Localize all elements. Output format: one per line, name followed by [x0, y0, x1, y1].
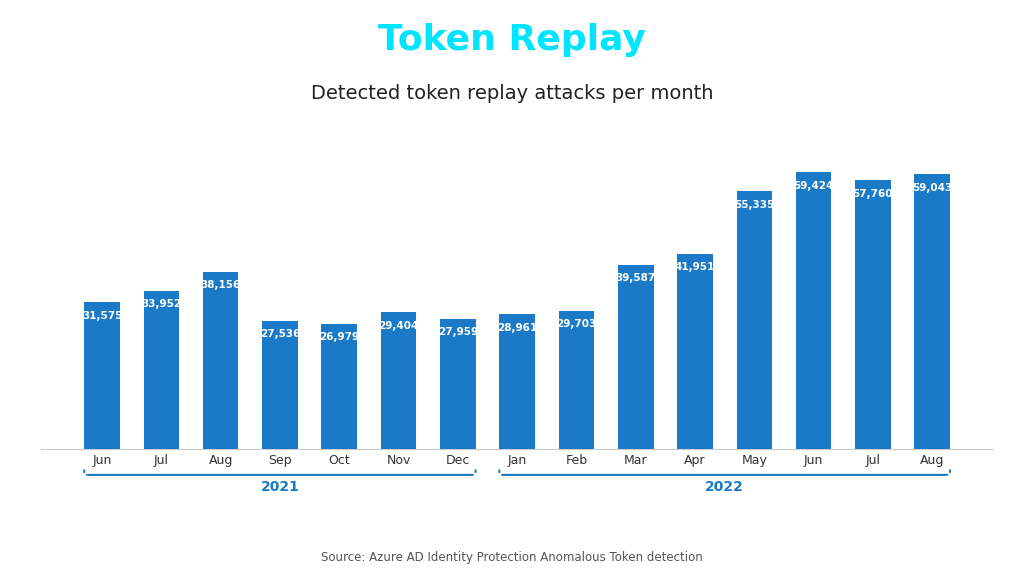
- Bar: [322, 324, 357, 449]
- Bar: [736, 191, 772, 449]
- Bar: [203, 271, 239, 449]
- Text: 33,952: 33,952: [141, 300, 181, 309]
- Text: 38,156: 38,156: [201, 280, 241, 290]
- Text: 31,575: 31,575: [82, 310, 122, 321]
- Text: Detected token replay attacks per month: Detected token replay attacks per month: [310, 84, 714, 103]
- Bar: [914, 174, 950, 449]
- Bar: [262, 321, 298, 449]
- Bar: [143, 291, 179, 449]
- Text: Source: Azure AD Identity Protection Anomalous Token detection: Source: Azure AD Identity Protection Ano…: [322, 551, 702, 564]
- Text: 59,424: 59,424: [794, 181, 834, 191]
- Bar: [84, 302, 120, 449]
- Bar: [559, 311, 594, 449]
- Text: 28,961: 28,961: [497, 323, 538, 333]
- Text: 59,043: 59,043: [912, 183, 952, 192]
- Bar: [855, 180, 891, 449]
- Text: 2021: 2021: [260, 480, 299, 494]
- Bar: [617, 265, 653, 449]
- Text: Token Replay: Token Replay: [378, 23, 646, 57]
- Text: 2022: 2022: [706, 480, 744, 494]
- Text: 27,959: 27,959: [437, 327, 478, 338]
- Text: 26,979: 26,979: [319, 332, 359, 342]
- Bar: [381, 312, 417, 449]
- Text: 41,951: 41,951: [675, 262, 715, 272]
- Text: 29,703: 29,703: [556, 319, 597, 329]
- Bar: [500, 314, 535, 449]
- Bar: [440, 319, 475, 449]
- Text: 39,587: 39,587: [615, 273, 655, 283]
- Text: 27,536: 27,536: [260, 329, 300, 339]
- Text: 55,335: 55,335: [734, 200, 774, 210]
- Bar: [677, 254, 713, 449]
- Text: 57,760: 57,760: [853, 188, 893, 199]
- Text: 29,404: 29,404: [378, 321, 419, 331]
- Bar: [796, 172, 831, 449]
